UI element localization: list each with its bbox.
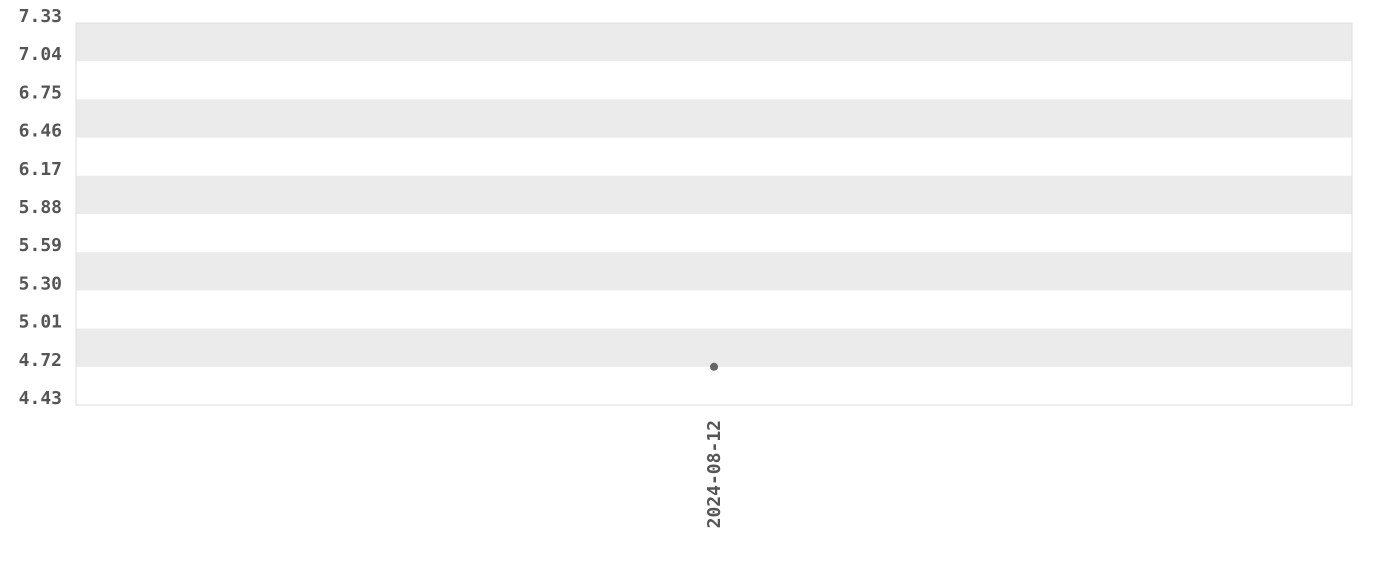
y-tick-label: 5.01 — [19, 312, 62, 333]
y-tick-label: 6.75 — [19, 82, 62, 103]
point — [710, 362, 718, 371]
y-tick-label: 5.30 — [19, 273, 62, 294]
y-tick-label: 4.43 — [19, 388, 62, 409]
y-tick-label: 4.72 — [19, 350, 62, 371]
x-tick-label: 2024-08-12 — [704, 420, 725, 528]
y-tick-label: 6.17 — [19, 159, 62, 180]
plot-border — [75, 22, 1353, 406]
grid-band — [76, 328, 1352, 367]
grid-band — [76, 175, 1352, 214]
grid-band — [76, 99, 1352, 138]
y-tick-label: 7.33 — [19, 6, 62, 27]
grid-band — [76, 23, 1352, 62]
grid-band — [76, 252, 1352, 291]
y-tick-label: 6.46 — [19, 121, 62, 142]
y-tick-label: 5.59 — [19, 235, 62, 256]
y-tick-label: 7.04 — [19, 44, 63, 65]
y-tick-label: 5.88 — [19, 197, 62, 218]
